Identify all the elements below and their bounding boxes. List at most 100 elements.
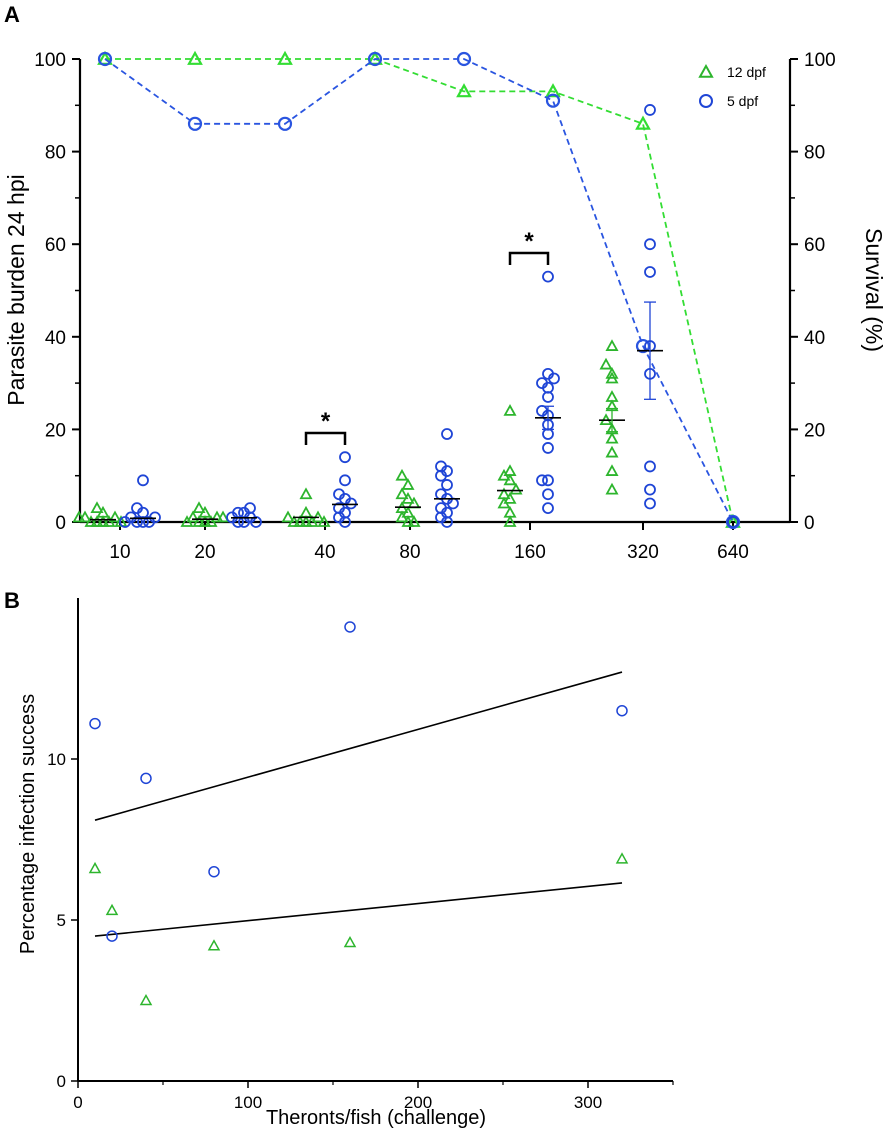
a-right-axis-label: Survival (%) — [861, 228, 886, 352]
a-burden-5dpf-point — [536, 377, 548, 390]
a-survival-5dpf-line — [104, 58, 734, 523]
b-fit-line-12dpf — [94, 882, 623, 937]
a-survival-5dpf-point — [725, 514, 741, 530]
a-burden-5dpf-point — [644, 266, 656, 278]
a-survival-5dpf-point — [277, 116, 293, 131]
b-fit-line-5dpf — [94, 671, 623, 821]
a-burden-12dpf-point — [599, 357, 613, 370]
b-point-5dpf — [344, 621, 356, 633]
panel-label-a: A — [4, 2, 20, 27]
a-burden-12dpf-point — [407, 515, 421, 527]
a-burden-12dpf-point — [605, 445, 619, 458]
a-burden-5dpf-point — [333, 488, 345, 501]
b-y-tick-label: 10 — [47, 750, 66, 769]
a-burden-12dpf-point — [395, 468, 409, 481]
a-burden-12dpf-point — [503, 505, 517, 518]
b-point-5dpf — [89, 717, 101, 730]
a-right-tick-label: 100 — [804, 50, 836, 71]
a-burden-5dpf-point — [542, 474, 554, 487]
b-x-tick-label: 0 — [73, 1093, 82, 1112]
a-burden-5dpf-point — [435, 502, 447, 515]
a-burden-5dpf-point — [542, 367, 554, 380]
a-burden-5dpf-point — [644, 104, 656, 116]
b-y-axis-label: Percentage infection success — [17, 694, 39, 954]
b-point-12dpf — [139, 993, 153, 1006]
b-y-tick-label: 0 — [57, 1072, 66, 1091]
a-burden-5dpf-point — [244, 502, 256, 515]
a-burden-12dpf-point — [108, 510, 122, 523]
b-x-axis-label: Theronts/fish (challenge) — [266, 1107, 486, 1129]
a-burden-5dpf-point — [250, 516, 262, 528]
b-point-5dpf — [616, 704, 628, 717]
a-x-tick-label: 80 — [399, 542, 420, 563]
a-burden-5dpf-point — [644, 483, 656, 496]
a-survival-12dpf-point — [277, 50, 293, 65]
a-right-tick-label: 20 — [804, 420, 825, 441]
a-burden-12dpf-point — [90, 501, 104, 514]
a-burden-12dpf-point — [605, 366, 619, 379]
a-survival-5dpf-point — [635, 338, 651, 354]
a-burden-5dpf-point — [339, 474, 351, 487]
legend-12dpf-label: 12 dpf — [727, 64, 766, 80]
a-right-tick-label: 40 — [804, 328, 825, 349]
a-burden-5dpf-point — [333, 502, 345, 515]
a-burden-12dpf-point — [216, 510, 230, 523]
legend-5dpf-circle-icon — [699, 94, 713, 108]
a-burden-12dpf-point — [72, 510, 86, 523]
a-burden-12dpf-point — [503, 515, 517, 527]
a-burden-5dpf-point — [542, 442, 554, 454]
b-x-tick-label: 300 — [574, 1093, 602, 1112]
a-left-tick-label: 60 — [45, 235, 66, 256]
b-point-12dpf — [343, 935, 357, 948]
a-significance-star: * — [524, 228, 534, 255]
b-points — [88, 621, 629, 1006]
a-left-axis-label: Parasite burden 24 hpi — [3, 174, 29, 405]
legend-5dpf-label: 5 dpf — [727, 93, 758, 109]
a-survival-12dpf-point — [545, 83, 561, 98]
a-right-ticks: 0 20 40 60 80 100 — [790, 50, 836, 534]
a-significance-brackets: ** — [304, 228, 550, 445]
a-survival-12dpf-point — [635, 115, 651, 130]
a-burden-points — [72, 104, 739, 528]
panel-label-b: B — [4, 588, 20, 613]
a-right-tick-label: 60 — [804, 235, 825, 256]
b-point-5dpf — [140, 772, 152, 785]
a-burden-5dpf-point — [131, 502, 143, 515]
b-point-5dpf — [106, 930, 118, 942]
a-burden-5dpf-point — [119, 516, 131, 528]
a-burden-5dpf-point — [441, 479, 453, 491]
b-point-12dpf — [88, 861, 102, 874]
a-burden-5dpf-point — [137, 474, 149, 487]
a-right-tick-label: 0 — [804, 513, 815, 534]
b-x-tick-label: 200 — [404, 1093, 432, 1112]
a-burden-12dpf-point — [395, 487, 409, 500]
a-burden-5dpf-point — [542, 270, 554, 283]
a-significance-bracket — [508, 251, 550, 265]
b-point-12dpf — [105, 903, 119, 916]
a-left-ticks: 0 20 40 60 80 100 — [34, 50, 80, 534]
a-x-tick-label: 40 — [314, 542, 335, 563]
a-x-tick-label: 10 — [109, 542, 130, 563]
a-survival-12dpf-line — [105, 58, 734, 523]
a-burden-5dpf-point — [644, 497, 656, 510]
a-left-tick-label: 0 — [55, 513, 66, 534]
a-significance-star: * — [321, 408, 331, 435]
b-point-5dpf — [208, 865, 220, 878]
a-burden-5dpf-point — [339, 451, 351, 464]
a-survival-12dpf-point — [97, 50, 113, 65]
a-burden-12dpf-point — [605, 422, 619, 435]
legend-12dpf-triangle-icon — [698, 63, 714, 78]
a-survival-5dpf-point — [97, 51, 113, 67]
a-mean-bars — [90, 301, 663, 521]
a-significance-bracket — [304, 431, 347, 445]
a-left-tick-label: 80 — [45, 143, 66, 164]
a-survival-5dpf-point — [545, 93, 561, 108]
a-left-tick-label: 100 — [34, 50, 66, 71]
a-survival-12dpf-point — [187, 50, 203, 65]
a-left-tick-label: 20 — [45, 420, 66, 441]
a-burden-5dpf-point — [542, 502, 554, 515]
a-x-tick-label: 320 — [627, 542, 659, 563]
a-x-tick-label: 160 — [514, 542, 546, 563]
a-burden-12dpf-point — [605, 339, 619, 351]
